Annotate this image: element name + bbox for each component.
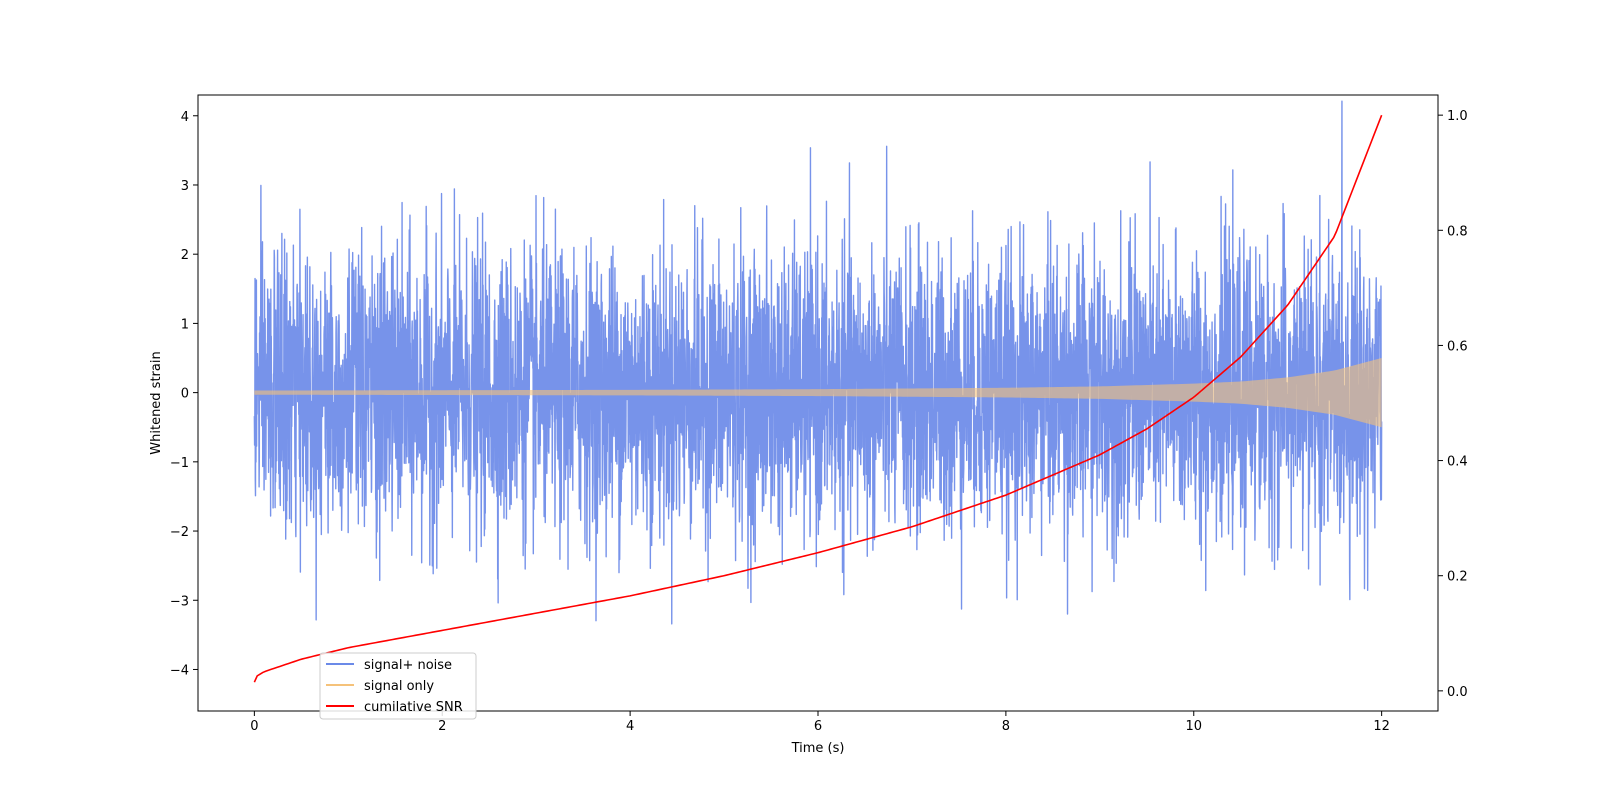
y-tick-label: 4 bbox=[181, 110, 189, 125]
y-tick-label: 3 bbox=[181, 179, 189, 194]
y-tick-label: −1 bbox=[170, 456, 189, 471]
x-tick-label: 12 bbox=[1373, 719, 1390, 734]
y2-axis-ticks: 0.0 0.2 0.4 0.6 0.8 1.0 bbox=[1438, 109, 1468, 700]
cumulative-snr-line bbox=[253, 114, 1383, 683]
legend-box bbox=[319, 652, 477, 720]
legend-label-signal-plus-noise: signal+ noise bbox=[364, 658, 452, 673]
y2-tick-label: 0.0 bbox=[1447, 685, 1468, 700]
x-axis-label: Time (s) bbox=[791, 741, 845, 756]
y-tick-label: −3 bbox=[170, 594, 189, 609]
y-tick-label: −4 bbox=[170, 663, 189, 678]
legend-label-cumulative-snr: cumilative SNR bbox=[364, 700, 463, 715]
x-tick-label: 2 bbox=[438, 719, 446, 734]
y-tick-label: 0 bbox=[181, 387, 189, 402]
y2-tick-label: 0.2 bbox=[1447, 570, 1468, 585]
y-tick-label: 2 bbox=[181, 248, 189, 263]
y-axis-label: Whitened strain bbox=[149, 351, 164, 454]
x-tick-label: 0 bbox=[250, 719, 258, 734]
y-axis-ticks: −4 −3 −2 −1 0 1 2 3 4 bbox=[170, 110, 198, 678]
x-tick-label: 6 bbox=[814, 719, 822, 734]
x-tick-label: 10 bbox=[1185, 719, 1202, 734]
x-axis-ticks: 0 2 4 6 8 10 12 bbox=[250, 711, 1390, 734]
legend: signal+ noise signal only cumilative SNR bbox=[319, 652, 477, 720]
y2-tick-label: 0.8 bbox=[1447, 224, 1468, 239]
legend-label-signal-only: signal only bbox=[364, 679, 434, 694]
x-tick-label: 8 bbox=[1002, 719, 1010, 734]
y2-tick-label: 0.4 bbox=[1447, 455, 1468, 470]
y-tick-label: 1 bbox=[181, 317, 189, 332]
signal-only-envelope bbox=[254, 358, 1382, 428]
plot-area bbox=[253, 100, 1383, 683]
y2-tick-label: 0.6 bbox=[1447, 339, 1468, 354]
y2-tick-label: 1.0 bbox=[1447, 109, 1468, 124]
y-tick-label: −2 bbox=[170, 525, 189, 540]
x-tick-label: 4 bbox=[626, 719, 634, 734]
